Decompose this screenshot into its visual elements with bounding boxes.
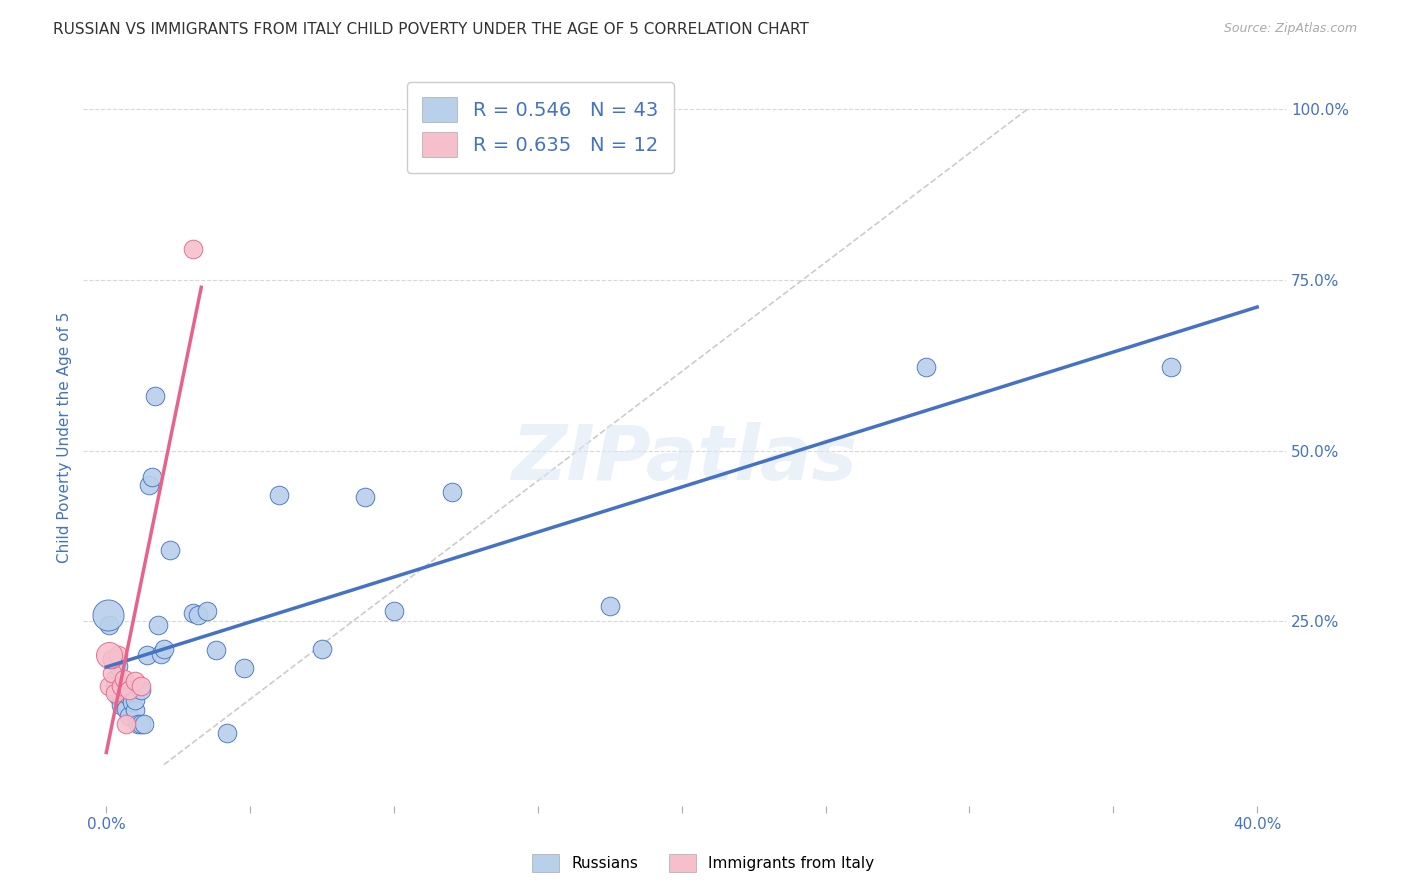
Point <box>112 690 135 704</box>
Point <box>382 604 405 618</box>
Point <box>135 648 157 663</box>
Point <box>143 389 166 403</box>
Point <box>115 696 138 710</box>
Point <box>440 484 463 499</box>
Point <box>181 606 204 620</box>
Point <box>110 698 132 712</box>
Point <box>98 617 121 632</box>
Point <box>110 679 132 693</box>
Point <box>107 648 129 663</box>
Point <box>127 716 149 731</box>
Point <box>104 686 127 700</box>
Point <box>599 599 621 614</box>
Point <box>195 604 218 618</box>
Point <box>181 243 204 257</box>
Point <box>146 617 169 632</box>
Point <box>204 643 226 657</box>
Point <box>141 469 163 483</box>
Point <box>311 641 333 656</box>
Point <box>104 673 127 687</box>
Point <box>104 679 127 693</box>
Legend: Russians, Immigrants from Italy: Russians, Immigrants from Italy <box>524 846 882 880</box>
Point <box>129 682 152 697</box>
Point <box>129 679 152 693</box>
Point <box>153 641 176 656</box>
Point <box>124 693 146 707</box>
Point <box>107 690 129 704</box>
Point <box>118 682 141 697</box>
Point <box>124 674 146 689</box>
Point <box>98 648 121 663</box>
Point <box>124 703 146 717</box>
Point <box>1160 360 1182 375</box>
Point <box>187 607 209 622</box>
Point <box>354 490 377 504</box>
Point <box>112 673 135 687</box>
Point <box>138 478 160 492</box>
Point <box>101 652 124 666</box>
Point <box>98 679 121 693</box>
Text: ZIPatlas: ZIPatlas <box>512 422 858 496</box>
Point <box>267 488 290 502</box>
Point <box>101 665 124 680</box>
Point <box>132 716 155 731</box>
Point <box>101 652 124 666</box>
Point <box>915 360 938 375</box>
Point <box>115 716 138 731</box>
Point <box>149 647 172 661</box>
Point <box>121 695 143 709</box>
Point <box>112 696 135 710</box>
Point <box>97 607 120 622</box>
Point <box>233 661 256 675</box>
Point <box>110 690 132 704</box>
Point <box>159 542 181 557</box>
Point <box>115 701 138 715</box>
Text: RUSSIAN VS IMMIGRANTS FROM ITALY CHILD POVERTY UNDER THE AGE OF 5 CORRELATION CH: RUSSIAN VS IMMIGRANTS FROM ITALY CHILD P… <box>53 22 810 37</box>
Point <box>118 708 141 723</box>
Point <box>129 716 152 731</box>
Point <box>118 690 141 704</box>
Point <box>107 658 129 673</box>
Point <box>217 725 239 739</box>
Y-axis label: Child Poverty Under the Age of 5: Child Poverty Under the Age of 5 <box>58 311 72 563</box>
Text: Source: ZipAtlas.com: Source: ZipAtlas.com <box>1223 22 1357 36</box>
Legend: R = 0.546   N = 43, R = 0.635   N = 12: R = 0.546 N = 43, R = 0.635 N = 12 <box>406 82 673 173</box>
